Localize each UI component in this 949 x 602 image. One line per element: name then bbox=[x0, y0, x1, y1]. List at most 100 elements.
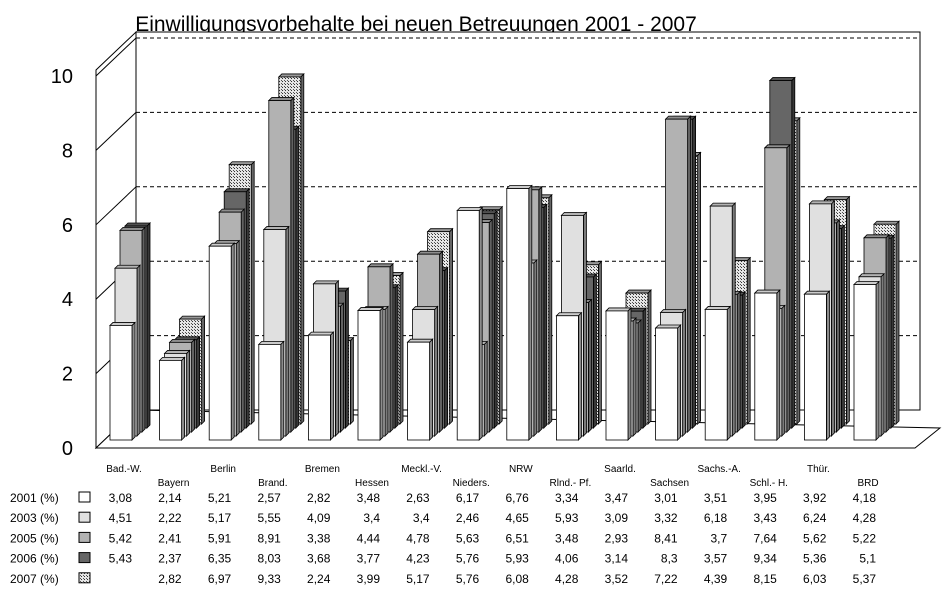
table-value: 3,77 bbox=[357, 552, 381, 566]
legend-swatch bbox=[78, 491, 91, 503]
table-value: 4,23 bbox=[406, 552, 430, 566]
table-value: 5,42 bbox=[109, 531, 133, 545]
table-value: 8,15 bbox=[753, 572, 777, 586]
table-value: 2,82 bbox=[158, 572, 182, 586]
chart-title: Einwilligungsvorbehalte bei neuen Betreu… bbox=[135, 13, 697, 36]
category-label: Bremen bbox=[305, 464, 340, 475]
bar bbox=[654, 324, 682, 441]
legend-label: 2003 (%) bbox=[10, 511, 59, 525]
legend-swatch bbox=[78, 572, 91, 584]
table-value: 6,03 bbox=[803, 572, 827, 586]
table-value: 6,08 bbox=[505, 572, 529, 586]
category-label: Brand. bbox=[258, 478, 287, 489]
table-value: 9,34 bbox=[753, 552, 777, 566]
table-value: 4,18 bbox=[853, 491, 877, 505]
table-value: 2,22 bbox=[158, 511, 182, 525]
table-value: 3,52 bbox=[605, 572, 629, 586]
table-value: 6,51 bbox=[505, 531, 529, 545]
table-value: 5,93 bbox=[505, 552, 529, 566]
gridline-side bbox=[95, 186, 137, 226]
table-value: 2,46 bbox=[456, 511, 480, 525]
table-value: 8,41 bbox=[654, 531, 678, 545]
bar bbox=[208, 242, 236, 441]
bar bbox=[605, 306, 632, 441]
table-value: 2,93 bbox=[605, 531, 629, 545]
table-value: 3,14 bbox=[605, 552, 629, 566]
category-label: Hessen bbox=[355, 478, 389, 489]
table-value: 5,63 bbox=[456, 531, 480, 545]
table-value: 3,43 bbox=[753, 511, 777, 525]
gridline-side bbox=[95, 37, 137, 77]
bar-series bbox=[109, 72, 900, 441]
table-value: 4,06 bbox=[555, 552, 579, 566]
category-label: Thür. bbox=[807, 464, 830, 475]
table-value: 3,38 bbox=[307, 531, 331, 545]
table-value: 5,36 bbox=[803, 552, 827, 566]
table-value: 5,43 bbox=[109, 552, 133, 566]
table-value: 4,09 bbox=[307, 511, 331, 525]
table-value: 2,37 bbox=[158, 552, 182, 566]
category-label: Bad.-W. bbox=[106, 464, 142, 475]
table-value: 2,82 bbox=[307, 491, 331, 505]
table-value: 2,14 bbox=[158, 491, 182, 505]
table-value: 9,33 bbox=[257, 572, 281, 586]
table-value: 2,63 bbox=[406, 491, 430, 505]
table-value: 6,18 bbox=[704, 511, 728, 525]
table-value: 5,93 bbox=[555, 511, 579, 525]
table-value: 8,3 bbox=[661, 552, 678, 566]
bar bbox=[307, 331, 335, 441]
category-label: BRD bbox=[857, 478, 878, 489]
table-value: 4,28 bbox=[853, 511, 877, 525]
table-value: 3,99 bbox=[357, 572, 381, 586]
table-value: 3,32 bbox=[654, 511, 678, 525]
table-value: 3,48 bbox=[357, 491, 381, 505]
table-value: 4,65 bbox=[505, 511, 529, 525]
table-value: 3,51 bbox=[704, 491, 728, 505]
table-value: 5,62 bbox=[803, 531, 827, 545]
category-label: NRW bbox=[509, 464, 533, 475]
category-label: Bayern bbox=[158, 478, 190, 489]
table-value: 5,1 bbox=[859, 552, 876, 566]
table-value: 3,57 bbox=[704, 552, 728, 566]
table-value: 5,91 bbox=[208, 531, 232, 545]
category-label: Sachs.-A. bbox=[698, 464, 741, 475]
legend-swatch bbox=[78, 552, 91, 564]
table-value: 4,39 bbox=[704, 572, 728, 586]
y-tick-label: 4 bbox=[62, 289, 73, 311]
table-value: 5,37 bbox=[853, 572, 877, 586]
legend-swatch bbox=[78, 531, 91, 543]
category-label: Saarld. bbox=[604, 464, 636, 475]
table-value: 6,17 bbox=[456, 491, 480, 505]
y-tick-label: 6 bbox=[62, 215, 73, 237]
table-value: 3,7 bbox=[711, 531, 728, 545]
table-value: 8,91 bbox=[257, 531, 281, 545]
table-value: 8,03 bbox=[257, 552, 281, 566]
table-value: 7,64 bbox=[753, 531, 777, 545]
table-value: 3,48 bbox=[555, 531, 579, 545]
table-value: 5,21 bbox=[208, 491, 232, 505]
table-value: 5,17 bbox=[208, 511, 232, 525]
table-value: 4,28 bbox=[555, 572, 579, 586]
table-value: 4,78 bbox=[406, 531, 430, 545]
category-labels: Bad.-W. Bayern Berlin Brand. Bremen Hessen Mec… bbox=[106, 464, 878, 489]
category-label: Nieders. bbox=[453, 478, 490, 489]
category-label: Berlin bbox=[210, 464, 236, 475]
bar bbox=[803, 290, 831, 441]
legend-label: 2006 (%) bbox=[10, 552, 59, 566]
table-value: 6,97 bbox=[208, 572, 232, 586]
table-value: 2,24 bbox=[307, 572, 331, 586]
table-value: 3,01 bbox=[654, 491, 678, 505]
y-tick-label: 0 bbox=[62, 438, 73, 460]
table-value: 5,55 bbox=[257, 511, 281, 525]
table-value: 2,57 bbox=[257, 491, 281, 505]
table-value: 3,08 bbox=[109, 491, 133, 505]
category-label: Schl.- H. bbox=[750, 478, 788, 489]
table-value: 3,95 bbox=[753, 491, 777, 505]
legend-label: 2007 (%) bbox=[10, 572, 59, 586]
legend-label: 2001 (%) bbox=[10, 491, 59, 505]
legend-swatch bbox=[78, 511, 91, 523]
legend-label: 2005 (%) bbox=[10, 531, 59, 545]
table-value: 3,47 bbox=[605, 491, 629, 505]
table-value: 5,76 bbox=[456, 572, 480, 586]
bar bbox=[257, 340, 285, 441]
